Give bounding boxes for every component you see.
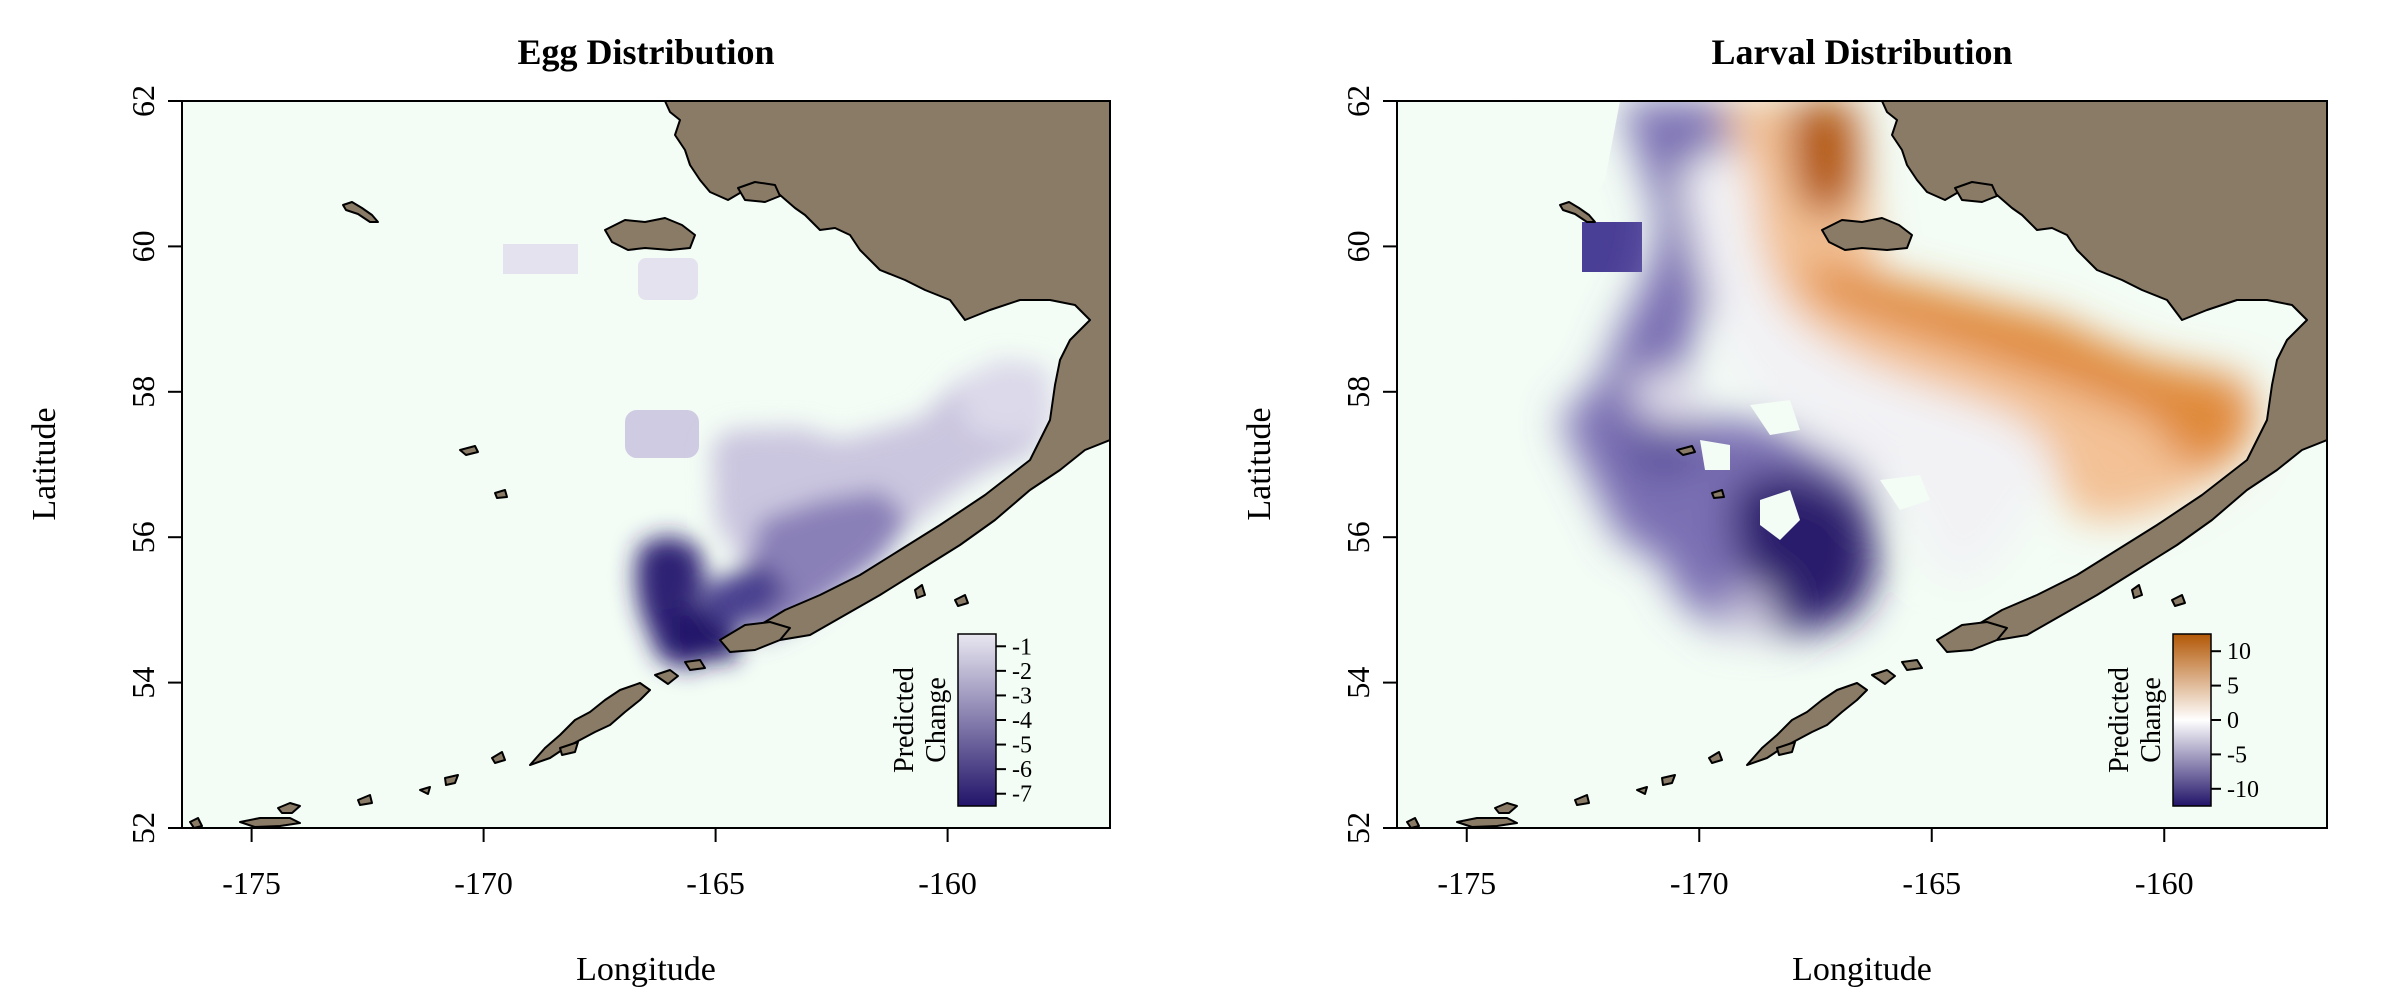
larval-cell-group xyxy=(1630,370,1700,425)
larval-x-label: Longitude xyxy=(1792,951,1932,988)
larval-land xyxy=(1406,101,2327,828)
egg-legend-title-line-2: Change xyxy=(921,677,952,763)
alaska-mainland xyxy=(664,101,1110,641)
larval-y-axis: 52 54 56 58 60 62 xyxy=(1340,85,1398,844)
egg-colorbar xyxy=(957,633,997,807)
egg-cell-group xyxy=(700,560,790,630)
larval-cell-group xyxy=(1625,420,1700,480)
egg-legend-tick-label: -4 xyxy=(1012,708,1032,734)
larval-legend-title-line-2: Change xyxy=(2136,677,2167,763)
alaska-peninsula xyxy=(1936,621,2008,653)
larval-colorbar-ticks: 10 5 0 -5 -10 xyxy=(2211,639,2259,803)
larval-x-axis: -175 -170 -165 -160 xyxy=(1437,827,2194,901)
egg-cell-group xyxy=(625,410,699,458)
egg-y-label: Latitude xyxy=(26,407,63,520)
larval-cell-group xyxy=(1720,101,2260,520)
larval-x-tick-label: -175 xyxy=(1437,865,1496,901)
saint-lawrence-island xyxy=(1821,217,1913,251)
pribilof-island-2 xyxy=(1711,489,1725,499)
saint-lawrence-island xyxy=(604,217,696,251)
larval-y-tick-label: 60 xyxy=(1340,230,1376,262)
larval-y-label: Latitude xyxy=(1241,407,1278,520)
larval-legend-tick-label: 5 xyxy=(2227,674,2239,700)
larval-y-tick-label: 54 xyxy=(1340,667,1376,699)
alaska-mainland xyxy=(1881,101,2327,641)
egg-cell-group xyxy=(955,362,1055,440)
egg-x-axis: -175 -170 -165 -160 xyxy=(222,827,977,901)
larval-prediction-layer xyxy=(1505,101,2260,635)
egg-legend-tick-label: -6 xyxy=(1012,757,1032,783)
nunivak-island xyxy=(1954,181,1998,203)
saint-matthew-island xyxy=(1559,201,1596,223)
egg-legend-tick-label: -7 xyxy=(1012,782,1032,808)
larval-cell-group xyxy=(1800,260,2255,470)
egg-legend-tick-label: -3 xyxy=(1012,683,1032,709)
larval-panel-title: Larval Distribution xyxy=(1711,32,2012,72)
egg-y-tick-label: 56 xyxy=(125,521,161,553)
egg-panel: Egg Distribution xyxy=(26,32,1111,988)
egg-cell-group xyxy=(740,490,910,640)
egg-legend-tick-label: -2 xyxy=(1012,659,1032,685)
larval-y-tick-label: 52 xyxy=(1340,812,1376,844)
egg-cell-group xyxy=(503,244,578,274)
egg-cell-group xyxy=(635,535,705,670)
egg-cell-group xyxy=(638,258,698,300)
larval-y-tick-label: 56 xyxy=(1340,521,1376,553)
larval-panel: Larval Distribution xyxy=(1241,32,2328,988)
egg-y-tick-label: 62 xyxy=(125,85,161,117)
egg-panel-title: Egg Distribution xyxy=(517,32,774,72)
egg-prediction-layer xyxy=(503,244,1055,670)
larval-legend-tick-label: -5 xyxy=(2227,742,2247,768)
larval-legend-tick-label: -10 xyxy=(2227,777,2259,803)
egg-legend-title-line-1: Predicted xyxy=(889,667,920,773)
larval-x-tick-label: -165 xyxy=(1902,865,1961,901)
larval-cell-group xyxy=(1582,222,1642,272)
egg-y-tick-label: 54 xyxy=(125,667,161,699)
larval-y-tick-label: 58 xyxy=(1340,376,1376,408)
larval-colorbar xyxy=(2172,633,2212,807)
larval-x-tick-label: -160 xyxy=(2135,865,2194,901)
larval-legend: 10 5 0 -5 -10 Predicted Change xyxy=(2104,633,2259,807)
larval-legend-tick-label: 0 xyxy=(2227,708,2239,734)
egg-x-tick-label: -170 xyxy=(454,865,513,901)
egg-x-label: Longitude xyxy=(576,951,716,988)
larval-gaps xyxy=(1505,101,1930,540)
egg-colorbar-ticks: -1-2-3-4-5-6-7 xyxy=(996,634,1032,808)
nunivak-island xyxy=(737,181,781,203)
aleutian-islands xyxy=(1406,584,2186,828)
egg-x-tick-label: -160 xyxy=(918,865,977,901)
egg-legend: -1-2-3-4-5-6-7 Predicted Change xyxy=(889,633,1032,808)
egg-land xyxy=(189,101,1110,828)
egg-map xyxy=(182,101,1110,828)
larval-x-tick-label: -170 xyxy=(1670,865,1729,901)
larval-legend-title-line-1: Predicted xyxy=(2104,667,2135,773)
larval-map xyxy=(1397,101,2327,828)
saint-matthew-island xyxy=(342,201,379,223)
egg-x-tick-label: -165 xyxy=(686,865,745,901)
egg-y-tick-label: 60 xyxy=(125,230,161,262)
egg-y-axis: 52 54 56 58 60 62 xyxy=(125,85,183,844)
larval-legend-tick-label: 10 xyxy=(2227,639,2251,665)
pribilof-island-1 xyxy=(1676,445,1696,456)
larval-y-tick-label: 62 xyxy=(1340,85,1376,117)
alaska-peninsula xyxy=(719,621,791,653)
egg-y-tick-label: 52 xyxy=(125,812,161,844)
pribilof-island-2 xyxy=(494,489,508,499)
larval-cell-group xyxy=(1725,590,1775,635)
larval-cell-group xyxy=(1790,101,1860,220)
egg-legend-tick-label: -1 xyxy=(1012,634,1032,660)
pribilof-island-1 xyxy=(459,445,479,456)
egg-legend-tick-label: -5 xyxy=(1012,733,1032,759)
egg-y-tick-label: 58 xyxy=(125,376,161,408)
egg-x-tick-label: -175 xyxy=(222,865,281,901)
